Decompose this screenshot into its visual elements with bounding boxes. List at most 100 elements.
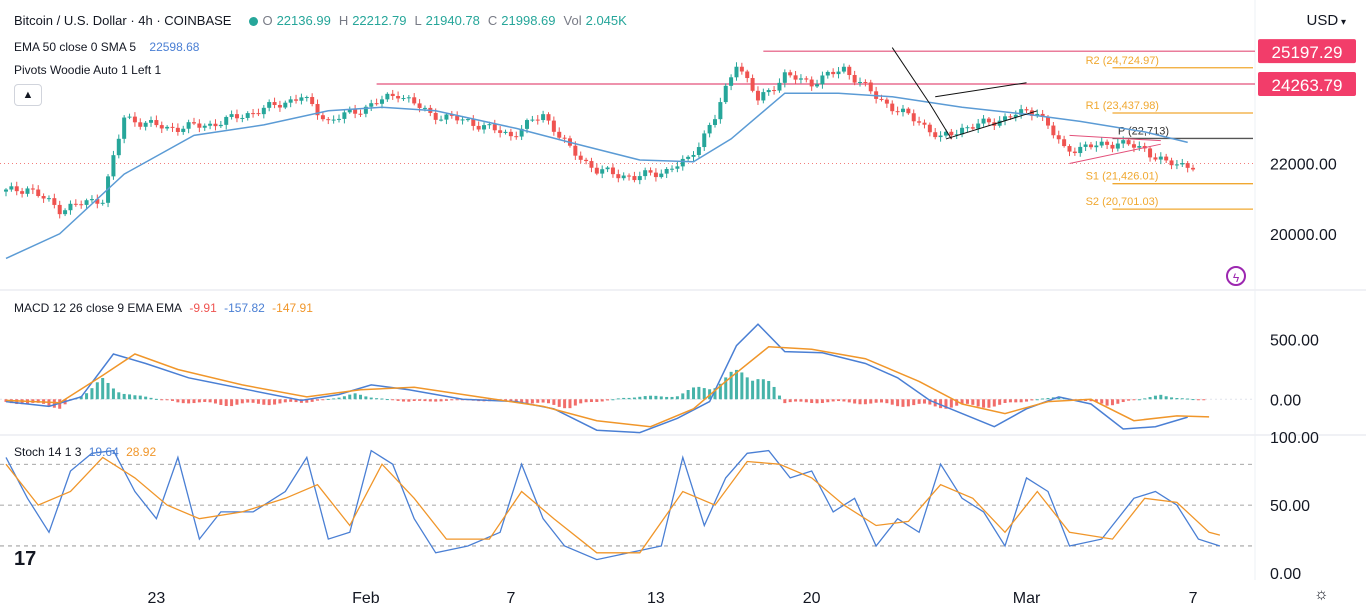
volume-value: 2.045K <box>585 13 627 28</box>
macd-histogram-bar <box>122 393 126 400</box>
macd-histogram-bar <box>584 399 588 403</box>
candle-body <box>1164 156 1169 161</box>
macd-histogram-bar <box>1137 399 1141 401</box>
volume-label: Vol <box>563 13 582 28</box>
macd-histogram-bar <box>1159 394 1163 400</box>
rising-wedge <box>935 82 1038 140</box>
macd-histogram-bar <box>106 382 110 400</box>
macd-histogram-bar <box>568 399 572 409</box>
pennant <box>1069 134 1161 165</box>
candle-body <box>997 120 1002 126</box>
macd-histogram-bar <box>863 399 867 405</box>
macd-histogram-bar <box>353 393 357 400</box>
resistance-price-label: 24263.79 <box>1272 76 1343 95</box>
candle-body <box>288 99 293 103</box>
candle-body <box>294 99 299 101</box>
candle-body <box>707 124 712 134</box>
close-value: 21998.69 <box>501 13 556 28</box>
candle-body <box>213 123 218 127</box>
macd-histogram-bar <box>654 395 658 400</box>
time-axis-tick: Mar <box>1013 590 1041 607</box>
candle-body <box>95 199 100 204</box>
macd-legend[interactable]: MACD 12 26 close 9 EMA EMA -9.91 -157.82… <box>14 301 317 315</box>
macd-label: MACD 12 26 close 9 EMA EMA <box>14 301 183 315</box>
candle-body <box>584 159 589 162</box>
candle-body <box>745 71 750 79</box>
pivot-label: S2 (20,701.03) <box>1086 196 1159 208</box>
ema-line <box>5 92 1188 260</box>
high-value: 22212.79 <box>352 13 407 28</box>
lightning-icon[interactable]: ϟ <box>1226 266 1246 286</box>
macd-histogram-bar <box>375 398 379 400</box>
gear-icon[interactable]: ☼ <box>1314 586 1329 603</box>
candle-body <box>1072 151 1077 154</box>
macd-histogram-bar <box>321 399 325 401</box>
candle-body <box>326 119 331 121</box>
symbol-title: Bitcoin / U.S. Dollar · 4h · COINBASE <box>14 13 232 28</box>
candle-body <box>299 97 304 101</box>
candle-body <box>1099 141 1104 146</box>
candle-body <box>739 66 744 72</box>
candle-body <box>455 115 460 121</box>
candle-body <box>41 196 46 199</box>
macd-histogram-bar <box>1014 399 1018 403</box>
collapse-legend-button[interactable]: ▲ <box>14 84 42 106</box>
candle-body <box>283 102 288 108</box>
macd-signal-line <box>5 346 1210 428</box>
candle-body <box>1078 146 1083 154</box>
stoch-d-line <box>5 456 1221 554</box>
stoch-legend[interactable]: Stoch 14 1 3 19.64 28.92 <box>14 445 160 459</box>
macd-histogram-bar <box>949 399 953 408</box>
candle-body <box>1191 167 1196 170</box>
candle-body <box>240 117 245 119</box>
candle-body <box>304 97 309 99</box>
candle-body <box>1126 140 1131 145</box>
candle-body <box>1115 143 1120 149</box>
candle-body <box>138 122 143 127</box>
macd-histogram-bar <box>885 399 889 404</box>
macd-histogram-bar <box>128 394 132 400</box>
ema-legend[interactable]: EMA 50 close 0 SMA 5 22598.68 <box>14 40 203 54</box>
candle-body <box>659 173 664 178</box>
macd-histogram-bar <box>289 399 293 402</box>
macd-histogram-bar <box>536 399 540 403</box>
candle-body <box>664 168 669 174</box>
candle-body <box>1003 116 1008 121</box>
candle-body <box>197 123 202 128</box>
candle-body <box>261 107 266 115</box>
macd-histogram-bar <box>552 399 556 405</box>
candle-body <box>229 114 234 117</box>
stoch-label: Stoch 14 1 3 <box>14 445 82 459</box>
macd-histogram-bar <box>181 399 185 404</box>
macd-histogram-bar <box>901 399 905 407</box>
candle-body <box>938 135 943 138</box>
macd-signal-value: -147.91 <box>272 301 313 315</box>
pivots-label: Pivots Woodie Auto 1 Left 1 <box>14 63 162 77</box>
candle-body <box>36 189 41 197</box>
macd-histogram-bar <box>767 380 771 400</box>
macd-histogram-bar <box>434 399 438 402</box>
candle-body <box>530 119 535 121</box>
macd-histogram-bar <box>944 399 948 409</box>
macd-histogram-bar <box>729 371 733 400</box>
candle-body <box>191 122 196 124</box>
macd-histogram-bar <box>632 397 636 400</box>
candle-body <box>267 102 272 108</box>
candle-body <box>589 161 594 168</box>
ema-value: 22598.68 <box>149 40 200 54</box>
macd-histogram-bar <box>1143 398 1147 400</box>
macd-histogram-bar <box>1008 399 1012 403</box>
candle-body <box>788 72 793 76</box>
candle-body <box>680 158 685 167</box>
candle-body <box>30 188 35 190</box>
trend-line <box>891 47 952 140</box>
candle-body <box>471 119 476 126</box>
candle-body <box>331 119 336 121</box>
candle-body <box>798 78 803 80</box>
candle-body <box>149 120 154 123</box>
candle-body <box>621 175 626 179</box>
candle-body <box>143 122 148 127</box>
pivots-legend[interactable]: Pivots Woodie Auto 1 Left 1 <box>14 63 165 77</box>
currency-selector[interactable]: USD ▾ <box>1307 12 1346 29</box>
